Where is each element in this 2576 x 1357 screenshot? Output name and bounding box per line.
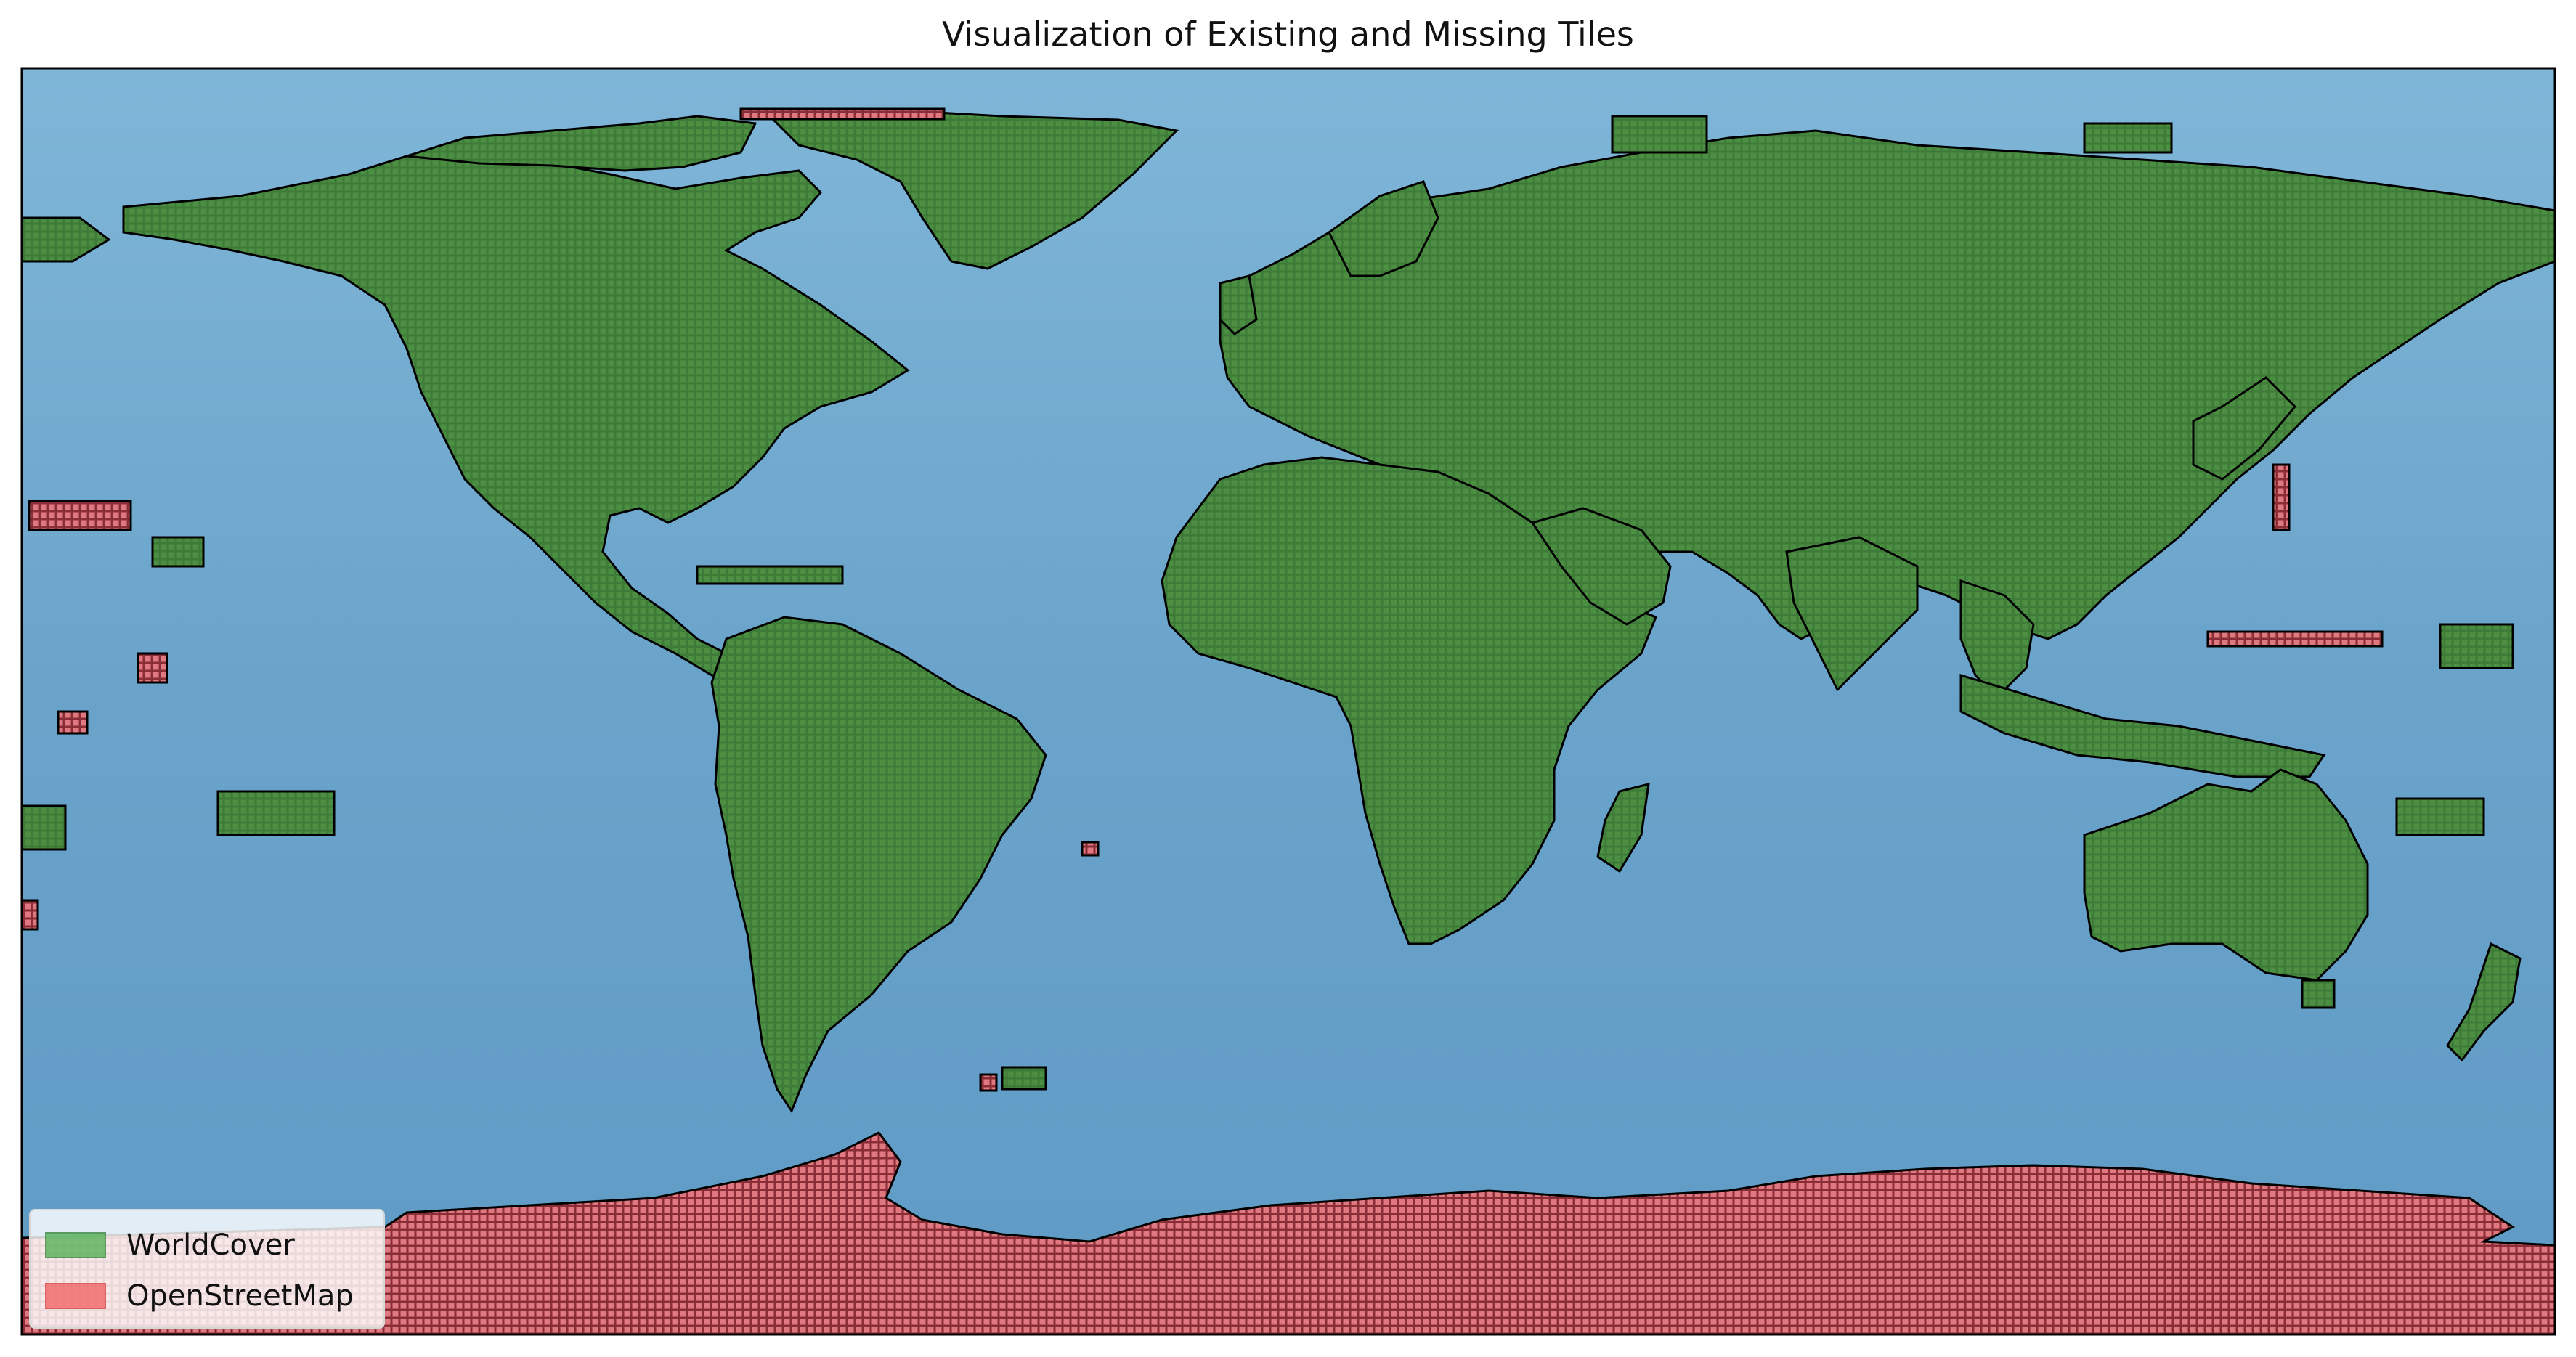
australia [2083,768,2369,982]
legend: WorldCover OpenStreetMap [29,1209,385,1329]
indonesia [1959,673,2326,778]
southeast-asia [1959,579,2035,699]
india [1785,536,1919,692]
osm-micronesia [2206,630,2384,648]
worldcover-swatch [45,1232,106,1258]
madagascar [1596,783,1650,873]
pacific-islands-c [2439,623,2514,669]
pacific-islands-a [216,790,336,836]
new-zealand [2446,942,2522,1062]
arabian-peninsula [1530,507,1672,626]
south-america [710,616,1047,1114]
openstreetmap-swatch [45,1283,106,1309]
siberian-islands [2083,122,2173,154]
osm-pacific-a [28,500,132,531]
hawaii [151,536,205,568]
great-britain [1219,274,1258,335]
map-frame [20,67,2556,1336]
osm-south-georgia [1081,841,1100,857]
solomon-islands [2395,797,2485,836]
scandinavia [1328,180,1439,277]
map-title: Visualization of Existing and Missing Ti… [942,15,1634,54]
japan [2192,376,2297,481]
pacific-islands-b [20,804,67,851]
antarctica [20,1131,2556,1336]
tasmania [2301,979,2336,1009]
legend-item-worldcover: WorldCover [45,1223,295,1267]
openstreetmap-tiles [20,107,2556,1336]
arctic-top [739,107,946,121]
worldcover-tiles [20,107,2556,1114]
greenland [767,107,1179,270]
legend-item-openstreetmap: OpenStreetMap [45,1274,354,1318]
arctic-islands [406,115,757,172]
legend-label-worldcover: WorldCover [126,1228,295,1262]
svalbard-franz-josef [1611,115,1708,154]
osm-marianas [2272,463,2291,531]
legend-label-openstreetmap: OpenStreetMap [126,1279,354,1313]
north-america [122,147,910,677]
osm-pacific-d [20,899,39,931]
caribbean-islands [696,565,844,585]
osm-pacific-b [57,710,89,735]
osm-sub-antarctic [979,1073,998,1092]
africa [1161,456,1657,945]
falklands [1001,1066,1047,1091]
osm-pacific-c [137,652,168,684]
